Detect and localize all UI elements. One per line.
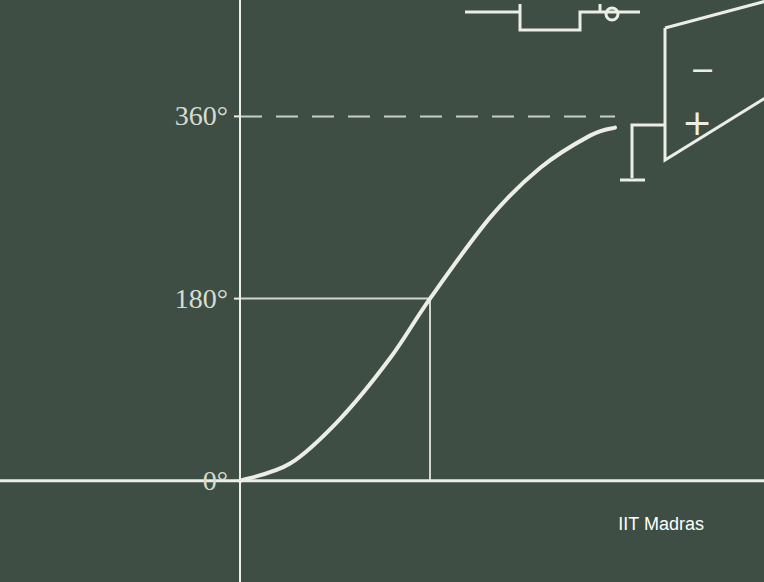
x-axis bbox=[0, 479, 764, 482]
guide-vertical bbox=[429, 299, 431, 481]
ground bbox=[620, 125, 665, 180]
plot-area bbox=[240, 128, 615, 481]
watermark: IIT Madras bbox=[618, 514, 704, 534]
opamp-plus: + bbox=[682, 102, 712, 143]
circuit-sketch bbox=[465, 0, 764, 180]
curve bbox=[240, 128, 615, 481]
board bbox=[0, 0, 764, 582]
y-tick bbox=[234, 115, 240, 117]
y-tick bbox=[234, 298, 240, 300]
guide-dashed bbox=[240, 115, 615, 117]
opamp-edge bbox=[665, 0, 764, 28]
chart: − +0° 180° 360° IIT Madras bbox=[0, 0, 764, 582]
y-axis bbox=[239, 0, 241, 582]
opamp-minus: − bbox=[690, 52, 715, 87]
y-tick-label: 180° bbox=[175, 283, 228, 314]
opamp bbox=[665, 28, 764, 160]
guides bbox=[240, 116, 615, 480]
guide-horizontal bbox=[240, 298, 430, 300]
circuit-wire bbox=[465, 4, 640, 30]
y-tick-label: 0° bbox=[203, 465, 228, 496]
circuit-node bbox=[606, 8, 618, 20]
y-tick-label: 360° bbox=[175, 100, 228, 131]
